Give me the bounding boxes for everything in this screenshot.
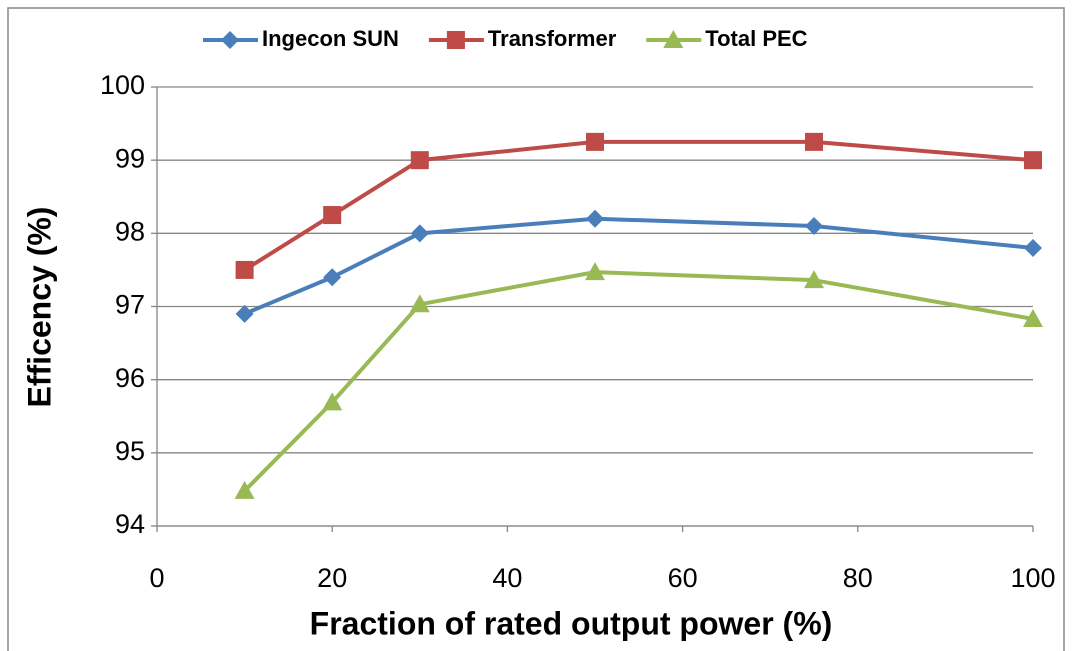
data-point <box>323 206 342 225</box>
legend-marker <box>663 30 684 48</box>
y-tick-label: 95 <box>115 436 145 466</box>
x-tick-label: 60 <box>668 563 698 593</box>
x-tick-label: 40 <box>492 563 522 593</box>
legend-marker <box>446 31 465 49</box>
y-tick-label: 99 <box>115 143 145 173</box>
series-line <box>243 216 1034 316</box>
data-point <box>1023 308 1043 327</box>
data-point <box>322 392 343 411</box>
data-point <box>323 268 342 287</box>
data-point <box>586 132 604 151</box>
y-axis-title: Efficency (%) <box>21 207 57 408</box>
data-point <box>805 132 823 151</box>
x-tick-label: 20 <box>317 563 347 593</box>
chart-border <box>7 7 1065 651</box>
data-point <box>1024 238 1042 257</box>
data-point <box>586 209 604 228</box>
series-line <box>243 139 1034 272</box>
legend-marker <box>221 31 239 49</box>
legend-label: Total PEC <box>705 26 807 51</box>
y-tick-label: 100 <box>100 70 145 100</box>
series-line <box>243 270 1034 493</box>
x-tick-label: 80 <box>843 563 873 593</box>
x-axis-title: Fraction of rated output power (%) <box>310 605 833 641</box>
data-point <box>234 480 255 499</box>
data-point <box>235 260 254 279</box>
data-point <box>1024 151 1042 170</box>
data-point <box>585 262 605 281</box>
data-point <box>410 151 429 170</box>
x-tick-label: 0 <box>149 563 164 593</box>
data-point <box>410 224 429 243</box>
legend-label: Transformer <box>488 26 617 51</box>
y-tick-label: 96 <box>115 363 145 393</box>
data-point <box>804 270 824 289</box>
data-point <box>235 304 254 323</box>
y-tick-label: 94 <box>115 509 145 539</box>
data-point <box>409 294 430 313</box>
legend-label: Ingecon SUN <box>262 26 399 51</box>
data-point <box>805 217 823 236</box>
x-tick-label: 100 <box>1010 563 1055 593</box>
y-tick-label: 98 <box>115 216 145 246</box>
y-tick-label: 97 <box>115 290 145 320</box>
